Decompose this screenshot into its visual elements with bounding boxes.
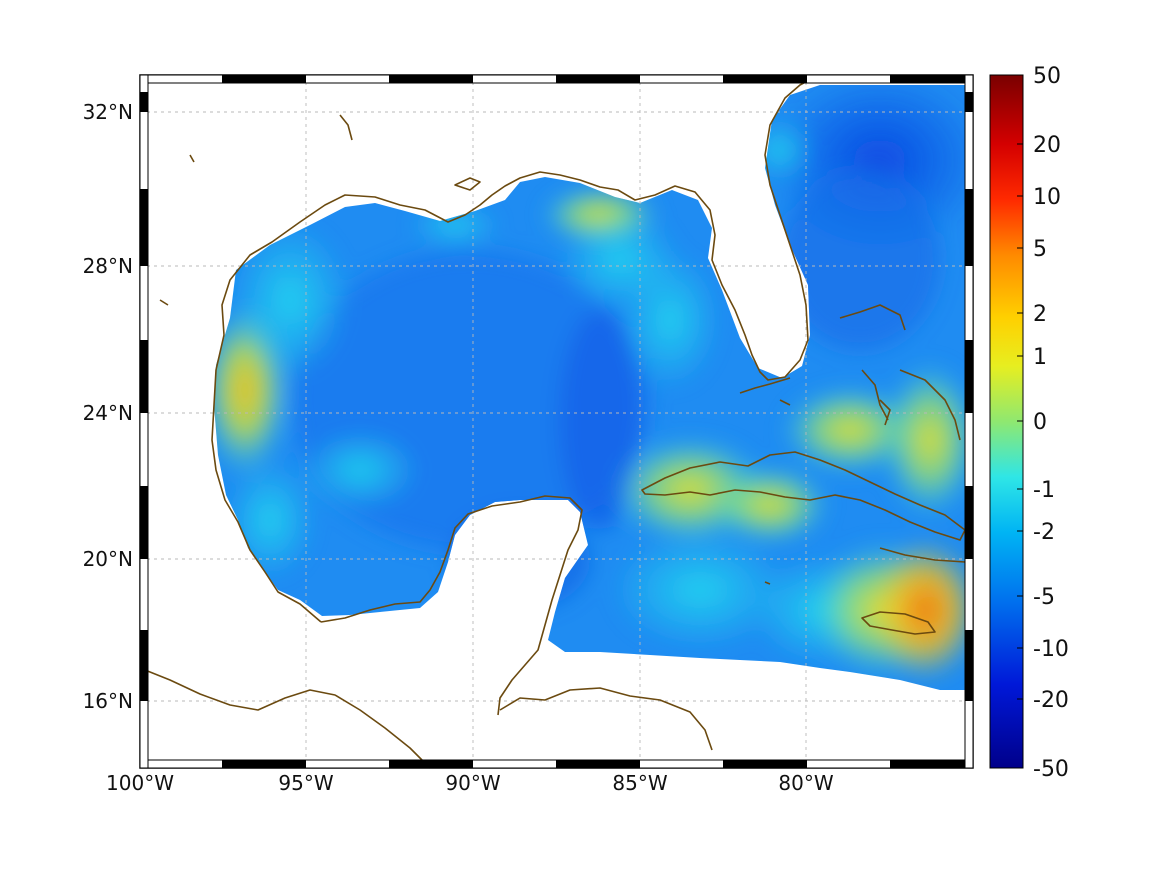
- colorbar-label: 20: [1033, 133, 1061, 158]
- yucatan-coast: [320, 495, 583, 716]
- hispaniola-coast: [879, 547, 966, 563]
- small-islands: [159, 114, 791, 585]
- colorbar-label: -50: [1033, 757, 1069, 782]
- colorbar-label: 2: [1033, 302, 1047, 327]
- colorbar-label: 1: [1033, 345, 1047, 370]
- lat-label: 28°N: [83, 254, 133, 278]
- longitude-labels: 100°W 95°W 90°W 85°W 80°W: [106, 771, 834, 795]
- lat-label: 32°N: [83, 100, 133, 124]
- colorbar-ticks: [1017, 143, 1023, 700]
- colorbar-label: 50: [1033, 64, 1061, 89]
- latitude-labels: 32°N 28°N 24°N 20°N 16°N: [83, 100, 133, 713]
- lat-label: 24°N: [83, 401, 133, 425]
- coastlines: [139, 76, 966, 769]
- colorbar-label: 5: [1033, 237, 1047, 262]
- colorbar-label: -10: [1033, 637, 1069, 662]
- colorbar-label: -20: [1033, 688, 1069, 713]
- colorbar-label: 10: [1033, 185, 1061, 210]
- lon-label: 90°W: [445, 771, 500, 795]
- florida-keys: [739, 377, 791, 394]
- lon-label: 85°W: [612, 771, 667, 795]
- colorbar: 50 20 10 5 2 1 0 -1 -2 -5 -10 -20 -50: [989, 64, 1069, 782]
- map-frame: [139, 74, 974, 769]
- honduras-coast: [499, 687, 713, 751]
- lon-label: 100°W: [106, 771, 174, 795]
- bahamas-coast: [839, 304, 961, 441]
- colorbar-label: -5: [1033, 585, 1055, 610]
- colorbar-label: -1: [1033, 478, 1055, 503]
- graticule: [140, 75, 973, 768]
- colorbar-label: -2: [1033, 520, 1055, 545]
- lon-label: 95°W: [278, 771, 333, 795]
- gulf-coast-mexico-us: [211, 76, 816, 623]
- lake-ponchartrain: [454, 177, 481, 191]
- lat-label: 20°N: [83, 547, 133, 571]
- jamaica-coast: [861, 611, 936, 635]
- cuba-coast: [641, 451, 966, 541]
- colorbar-label: 0: [1033, 410, 1047, 435]
- lon-label: 80°W: [778, 771, 833, 795]
- central-america-coast: [139, 667, 431, 769]
- lat-label: 16°N: [83, 689, 133, 713]
